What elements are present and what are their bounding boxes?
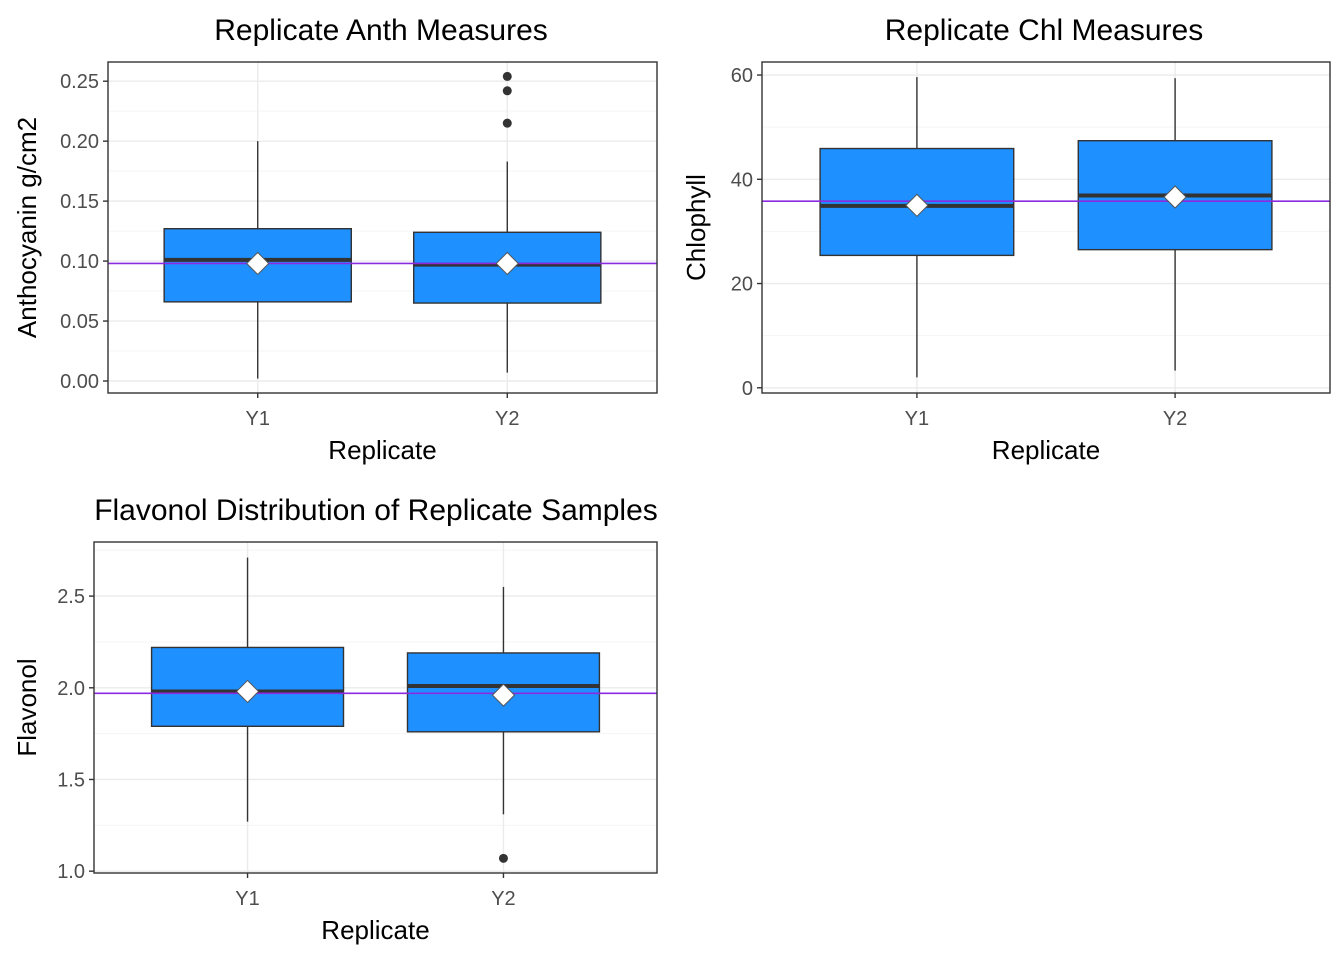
x-tick-label: Y1 [235,888,259,910]
x-axis-title: Replicate [321,915,429,945]
y-axis-title: Anthocyanin g/cm2 [12,117,42,338]
outlier-point [502,86,512,96]
chart-panel-3: 1.0 1.5 2.0 2.5 Y1 Y2 Flavonol Distribution of… [12,494,658,945]
y-axis-title: Flavonol [12,658,42,756]
box-y2 [1077,78,1273,371]
panel-border [107,61,658,394]
y-tick-label: 0.20 [60,131,99,153]
mean-marker [1163,185,1187,209]
mean-marker [905,193,929,218]
y-tick-label: 1.5 [57,769,85,791]
mean-marker [235,679,260,704]
chart-title: Replicate Chl Measures [885,14,1203,47]
mean-marker [491,683,516,707]
chart-title: Replicate Anth Measures [214,14,548,47]
y-tick-label: 0 [742,378,753,400]
outlier-point [502,118,512,128]
outlier-point [498,853,508,863]
x-tick-label: Y1 [245,408,269,430]
y-tick-label: 1.0 [57,861,85,883]
y-tick-label: 0.10 [60,251,99,273]
y-tick-label: 0.05 [60,311,99,333]
chart-panel-2: 0 20 40 60 Y1 Y2 Replicate Chl Measures Replica… [681,14,1331,465]
mean-marker [246,251,270,276]
y-tick-label: 60 [731,65,753,87]
y-tick-label: 0.25 [60,71,99,93]
y-tick-label: 2.5 [57,586,85,608]
x-tick-label: Y1 [905,408,929,430]
y-tick-label: 2.0 [57,678,85,700]
chart-panel-1: 0.00 0.05 0.10 0.15 0.20 0.25 Y1 Y2 Replicate An… [12,14,658,465]
x-axis-title: Replicate [328,435,436,465]
box-y1 [819,77,1015,378]
panel-border [93,541,658,874]
panel-border [761,61,1331,394]
outlier-point [502,71,512,81]
chart-title: Flavonol Distribution of Replicate Sampl… [94,494,658,527]
y-axis-title: Chlophyll [681,174,711,281]
y-tick-label: 40 [731,169,753,191]
y-tick-label: 0.00 [60,371,99,393]
x-tick-label: Y2 [491,888,515,910]
y-tick-label: 20 [731,274,753,296]
x-axis-title: Replicate [992,435,1100,465]
y-tick-label: 0.15 [60,191,99,213]
x-tick-label: Y2 [1163,408,1187,430]
x-tick-label: Y2 [495,408,519,430]
mean-marker [495,251,519,276]
